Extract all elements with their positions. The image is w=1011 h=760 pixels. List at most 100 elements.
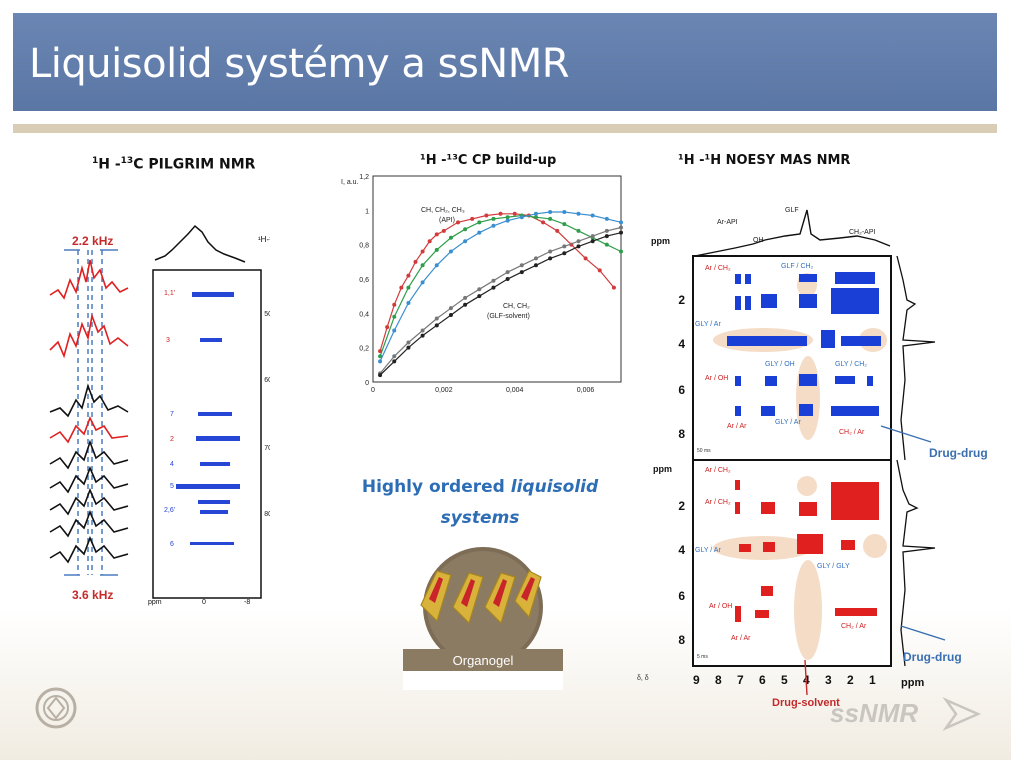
data-point bbox=[463, 227, 468, 232]
ppm-label: ppm bbox=[653, 464, 672, 474]
data-point bbox=[619, 249, 623, 254]
linewidth-bottom-label: 3.6 kHz bbox=[72, 588, 114, 602]
data-point bbox=[406, 273, 411, 278]
y-tick-label: 0,4 bbox=[359, 311, 369, 318]
data-point bbox=[541, 220, 546, 225]
data-point bbox=[604, 228, 609, 233]
data-point bbox=[456, 220, 461, 225]
data-point bbox=[448, 235, 453, 240]
data-point bbox=[604, 216, 609, 221]
x-tick: 8 bbox=[715, 673, 722, 687]
data-point bbox=[533, 256, 538, 261]
organogel-illustration: Organogel bbox=[403, 547, 563, 690]
group-label: (GLF-solvent) bbox=[487, 313, 530, 320]
y-tick: 8 bbox=[678, 633, 685, 647]
data-point bbox=[378, 359, 383, 364]
x-tick: 1 bbox=[869, 673, 876, 687]
peak-label: 4 bbox=[170, 461, 174, 468]
data-point bbox=[619, 230, 623, 235]
y-tick-label: 1,2 bbox=[359, 174, 369, 181]
data-point bbox=[491, 278, 496, 283]
data-point bbox=[420, 280, 425, 285]
data-point bbox=[406, 345, 411, 350]
series-line bbox=[379, 213, 615, 352]
title-bar: Liquisolid systémy a ssNMR bbox=[13, 13, 997, 111]
noesy-spectrum: Ar-API OH GLF CH₂-API ppm bbox=[637, 207, 946, 696]
linewidth-top-label: 2.2 kHz bbox=[72, 234, 114, 248]
series-line bbox=[379, 214, 622, 357]
data-point bbox=[434, 316, 439, 321]
highlight-line2: systems bbox=[440, 508, 520, 528]
data-point bbox=[548, 210, 553, 215]
series-line bbox=[379, 226, 622, 374]
ppm-label: ppm bbox=[651, 236, 670, 246]
data-point bbox=[533, 263, 538, 268]
y-tick: 6 bbox=[678, 383, 685, 397]
data-point bbox=[590, 239, 595, 244]
data-point bbox=[548, 216, 553, 221]
data-point bbox=[434, 247, 439, 252]
y-tick: 6 bbox=[678, 589, 685, 603]
ppm-label: ppm bbox=[148, 599, 162, 606]
data-point bbox=[562, 210, 567, 215]
crosspeak-label: Ar / Ar bbox=[727, 423, 747, 430]
y-tick: 50 bbox=[264, 311, 270, 318]
data-point bbox=[512, 211, 517, 216]
x-tick: 3 bbox=[825, 673, 832, 687]
x-tick-label: 0,004 bbox=[506, 387, 524, 394]
data-point bbox=[590, 234, 595, 239]
series-line bbox=[379, 211, 622, 362]
institution-seal bbox=[35, 687, 77, 729]
crosspeak-label: GLY / GLY bbox=[817, 563, 850, 570]
y-tick: 60 bbox=[264, 377, 270, 384]
data-point bbox=[576, 244, 581, 249]
data-point bbox=[470, 216, 475, 221]
data-point bbox=[619, 225, 623, 230]
data-point bbox=[505, 277, 510, 281]
peak-label: 7 bbox=[170, 411, 174, 418]
group-label: CH, CH₂ bbox=[503, 303, 530, 310]
data-point bbox=[434, 232, 439, 237]
corner-label: δ, δ bbox=[637, 675, 649, 682]
x-tick: 0 bbox=[202, 599, 206, 606]
highlight-line1: Highly ordered liquisolid bbox=[361, 477, 599, 497]
data-point bbox=[463, 239, 468, 244]
title-rule bbox=[13, 124, 997, 133]
data-point bbox=[406, 301, 411, 306]
crosspeak-label: GLF / CH₂ bbox=[781, 263, 814, 270]
crosspeak-label: Ar / Ar bbox=[731, 635, 751, 642]
y-tick: 8 bbox=[678, 427, 685, 441]
data-point bbox=[378, 354, 383, 359]
x-tick-label: 0,006 bbox=[577, 387, 595, 394]
x-tick: 6 bbox=[759, 673, 766, 687]
data-point bbox=[590, 213, 595, 218]
crosspeak-label: CH₂ / Ar bbox=[839, 429, 865, 436]
data-point bbox=[519, 263, 524, 268]
data-point bbox=[604, 234, 609, 239]
y-tick: 4 bbox=[678, 337, 685, 351]
data-point bbox=[463, 302, 468, 307]
data-point bbox=[548, 256, 553, 261]
peak-label: 2,6' bbox=[164, 507, 175, 514]
data-point bbox=[406, 340, 411, 345]
data-point bbox=[378, 373, 383, 378]
y-tick-label: 0,8 bbox=[359, 243, 369, 250]
peak-label: 3 bbox=[166, 337, 170, 344]
y-tick: 2 bbox=[678, 293, 685, 307]
data-point bbox=[448, 306, 453, 311]
data-point bbox=[420, 263, 425, 268]
data-point bbox=[548, 249, 553, 254]
data-point bbox=[477, 220, 482, 225]
data-point bbox=[505, 218, 510, 223]
data-point bbox=[463, 295, 468, 300]
crosspeak-label: GLY / Ar bbox=[695, 547, 721, 554]
ssnmr-logo: ssNMR bbox=[830, 697, 982, 731]
data-point bbox=[427, 239, 432, 244]
data-point bbox=[477, 294, 482, 299]
data-point bbox=[392, 302, 397, 307]
data-point bbox=[477, 230, 482, 235]
data-point bbox=[491, 216, 496, 221]
data-point bbox=[477, 287, 482, 292]
data-point bbox=[611, 285, 616, 290]
organogel-label: Organogel bbox=[453, 653, 514, 668]
